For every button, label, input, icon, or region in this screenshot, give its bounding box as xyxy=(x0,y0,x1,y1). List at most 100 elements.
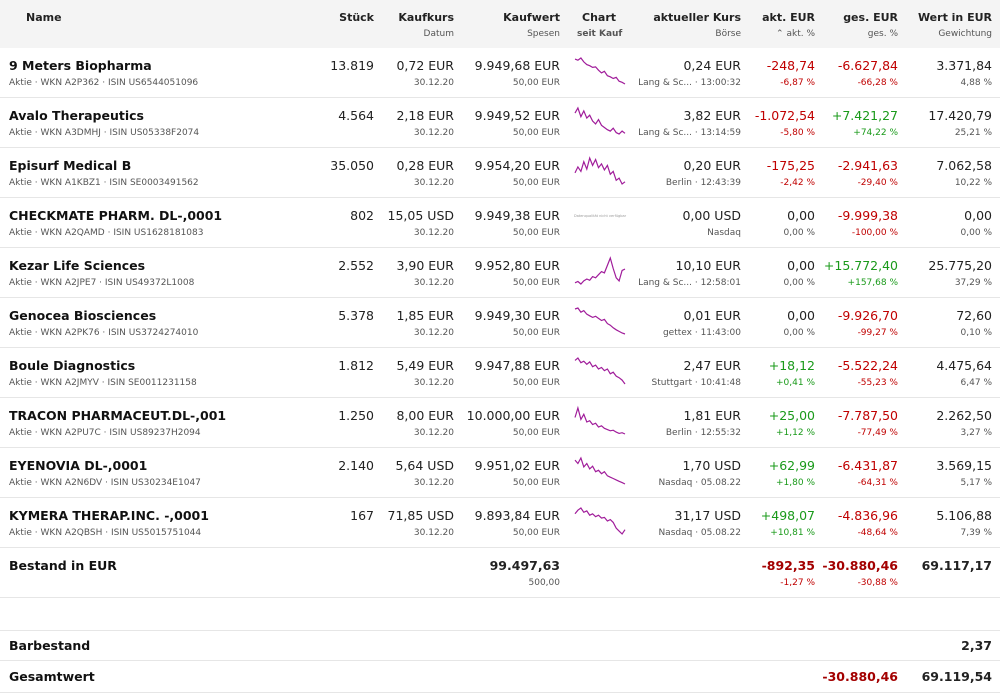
sparkline-svg xyxy=(574,507,626,535)
performance-chart[interactable] xyxy=(574,454,626,486)
kaufkurs-value: 71,85 USD xyxy=(387,508,454,523)
stueck-value: 1.250 xyxy=(338,408,374,423)
spesen-value: 50,00 EUR xyxy=(512,178,560,188)
kaufkurs-value: 8,00 EUR xyxy=(396,408,454,423)
performance-chart[interactable] xyxy=(574,54,626,86)
spesen-value: 50,00 EUR xyxy=(512,528,560,538)
kaufdatum-value: 30.12.20 xyxy=(413,178,454,188)
col-wert-header[interactable]: Wert in EUR xyxy=(917,11,992,24)
kaufdatum-value: 30.12.20 xyxy=(413,428,454,438)
gesamtwert-label: Gesamtwert xyxy=(9,669,95,684)
performance-chart[interactable] xyxy=(574,504,626,536)
col-ges-header[interactable]: ges. EUR xyxy=(843,11,898,24)
col-gewichtung-header[interactable]: Gewichtung xyxy=(938,29,992,39)
col-ges-pct-header[interactable]: ges. % xyxy=(867,29,898,39)
stock-name-link[interactable]: TRACON PHARMACEUT.DL-,001 xyxy=(9,408,227,423)
table-row[interactable]: Genocea Biosciences Aktie · WKN A2PK76 · … xyxy=(0,298,1000,348)
table-row[interactable]: TRACON PHARMACEUT.DL-,001 Aktie · WKN A2P… xyxy=(0,398,1000,448)
spacer-row xyxy=(0,598,1000,631)
col-kurs-header[interactable]: aktueller Kurs xyxy=(653,11,741,24)
kurs-value: 10,10 EUR xyxy=(675,258,742,273)
stock-name-link[interactable]: Boule Diagnostics xyxy=(9,358,136,373)
col-boerse-header[interactable]: Börse xyxy=(715,29,741,39)
wert-value: 7.062,58 xyxy=(936,158,992,173)
boerse-value: Berlin · 12:55:32 xyxy=(665,428,741,438)
performance-chart[interactable] xyxy=(574,354,626,386)
kurs-value: 0,00 USD xyxy=(682,208,741,223)
spesen-value: 50,00 EUR xyxy=(512,278,560,288)
kurs-value: 31,17 USD xyxy=(674,508,741,523)
spesen-value: 50,00 EUR xyxy=(512,228,560,238)
stock-name-link[interactable]: Genocea Biosciences xyxy=(9,308,157,323)
spesen-value: 50,00 EUR xyxy=(512,78,560,88)
stueck-value: 4.564 xyxy=(338,108,374,123)
kaufwert-value: 9.949,52 EUR xyxy=(474,108,560,123)
performance-chart[interactable] xyxy=(574,154,626,186)
table-row[interactable]: Avalo Therapeutics Aktie · WKN A3DMHJ · I… xyxy=(0,98,1000,148)
akt-eur-value: +62,99 xyxy=(768,458,815,473)
wert-value: 25.775,20 xyxy=(928,258,992,273)
ges-pct-value: -64,31 % xyxy=(857,478,898,488)
kaufdatum-value: 30.12.20 xyxy=(413,128,454,138)
table-row[interactable]: CHECKMATE PHARM. DL-,0001 Aktie · WKN A2Q… xyxy=(0,198,1000,248)
gewichtung-value: 7,39 % xyxy=(960,528,992,538)
table-row[interactable]: KYMERA THERAP.INC. -,0001 Aktie · WKN A2Q… xyxy=(0,498,1000,548)
sort-arrow-icon: ⌃ xyxy=(776,29,784,39)
performance-chart[interactable] xyxy=(574,104,626,136)
table-row[interactable]: EYENOVIA DL-,0001 Aktie · WKN A2N6DV · IS… xyxy=(0,448,1000,498)
stock-name-link[interactable]: Kezar Life Sciences xyxy=(9,258,146,273)
col-datum-header[interactable]: Datum xyxy=(423,29,454,39)
performance-chart[interactable] xyxy=(574,304,626,336)
sparkline-svg xyxy=(574,357,626,385)
col-chart-sub-header[interactable]: seit Kauf xyxy=(577,29,623,39)
sparkline-line xyxy=(574,357,626,385)
col-kaufkurs-header[interactable]: Kaufkurs xyxy=(398,11,454,24)
akt-eur-value: 0,00 xyxy=(787,308,815,323)
ges-eur-value: -6.431,87 xyxy=(837,458,898,473)
stock-name-link[interactable]: 9 Meters Biopharma xyxy=(9,58,152,73)
stock-identifiers: Aktie · WKN A2QAMD · ISIN US1628181083 xyxy=(9,228,204,238)
gewichtung-value: 3,27 % xyxy=(960,428,992,438)
performance-chart[interactable] xyxy=(574,254,626,286)
kaufdatum-value: 30.12.20 xyxy=(413,328,454,338)
kurs-value: 1,81 EUR xyxy=(683,408,741,423)
col-akt-pct-header[interactable]: ⌃ akt. % xyxy=(776,29,815,39)
stock-name-link[interactable]: Avalo Therapeutics xyxy=(9,108,144,123)
sparkline-svg xyxy=(574,57,626,85)
performance-chart[interactable] xyxy=(574,404,626,436)
table-row[interactable]: Boule Diagnostics Aktie · WKN A2JMYV · IS… xyxy=(0,348,1000,398)
akt-eur-value: +498,07 xyxy=(760,508,815,523)
stock-identifiers: Aktie · WKN A2P362 · ISIN US6544051096 xyxy=(9,78,199,88)
col-kaufwert-header[interactable]: Kaufwert xyxy=(503,11,560,24)
stock-name-link[interactable]: EYENOVIA DL-,0001 xyxy=(9,458,148,473)
akt-pct-value: +10,81 % xyxy=(770,528,815,538)
kaufwert-value: 9.949,30 EUR xyxy=(474,308,560,323)
sparkline-line xyxy=(574,57,626,85)
table-row[interactable]: 9 Meters Biopharma Aktie · WKN A2P362 · I… xyxy=(0,48,1000,98)
col-spesen-header[interactable]: Spesen xyxy=(527,29,560,39)
table-header: Name Stück Kaufkurs Datum Kaufwert Spese… xyxy=(0,0,1000,48)
kaufdatum-value: 30.12.20 xyxy=(413,278,454,288)
kurs-value: 0,20 EUR xyxy=(683,158,741,173)
table-row[interactable]: Episurf Medical B Aktie · WKN A1KBZ1 · IS… xyxy=(0,148,1000,198)
kaufkurs-value: 0,72 EUR xyxy=(396,58,454,73)
stock-name-link[interactable]: Episurf Medical B xyxy=(9,158,132,173)
stock-name-link[interactable]: KYMERA THERAP.INC. -,0001 xyxy=(9,508,209,523)
col-name-header[interactable]: Name xyxy=(26,11,62,24)
sparkline-line xyxy=(574,456,626,485)
col-stueck-header[interactable]: Stück xyxy=(339,11,374,24)
bestand-ges-pct: -30,88 % xyxy=(857,578,898,588)
akt-eur-value: +18,12 xyxy=(768,358,815,373)
wert-value: 72,60 xyxy=(956,308,992,323)
col-chart-header[interactable]: Chart xyxy=(582,11,617,24)
gewichtung-value: 6,47 % xyxy=(960,378,992,388)
col-akt-header[interactable]: akt. EUR xyxy=(762,11,815,24)
bestand-akt: -892,35 xyxy=(761,558,815,573)
boerse-value: Berlin · 12:43:39 xyxy=(665,178,741,188)
sparkline-line xyxy=(574,307,626,335)
stueck-value: 167 xyxy=(350,508,374,523)
performance-chart[interactable]: Datenqualität nicht verfügbar xyxy=(574,204,626,236)
stock-name-link[interactable]: CHECKMATE PHARM. DL-,0001 xyxy=(9,208,223,223)
ges-eur-value: -4.836,96 xyxy=(837,508,898,523)
table-row[interactable]: Kezar Life Sciences Aktie · WKN A2JPE7 · … xyxy=(0,248,1000,298)
